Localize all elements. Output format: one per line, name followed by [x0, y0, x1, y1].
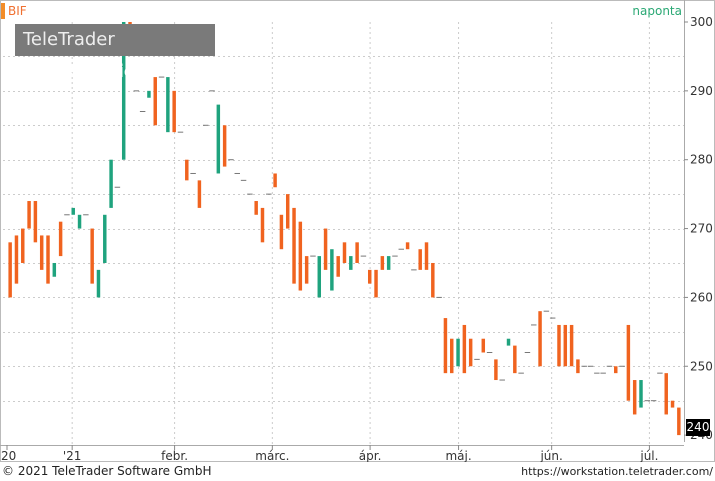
candle-down	[285, 194, 290, 229]
x-tick-label: '20	[0, 449, 16, 462]
candle-up	[147, 90, 151, 98]
candle-down	[443, 318, 448, 374]
watermark-logo: TeleTrader WorkStation	[15, 24, 215, 82]
candle-down	[481, 338, 486, 353]
x-tick-label: ápr.	[359, 449, 382, 462]
x-tick-label: júl.	[639, 449, 658, 462]
candle-down	[569, 324, 574, 367]
candle-down	[298, 221, 303, 291]
candle-down	[450, 338, 454, 374]
y-tick-label: 300	[690, 15, 713, 29]
footer: © 2021 TeleTrader Software GmbH https://…	[0, 462, 715, 481]
candle-down	[468, 338, 473, 367]
candle-down	[632, 380, 637, 415]
candle-up	[216, 104, 221, 174]
candle-down	[614, 366, 618, 374]
candle-down	[27, 201, 31, 229]
candle-down	[367, 269, 372, 284]
candle-down	[33, 201, 38, 243]
candle-down	[431, 262, 435, 298]
candle-down	[323, 228, 328, 270]
candle-down	[336, 256, 340, 277]
candle-down	[513, 345, 517, 374]
candle-down	[279, 214, 284, 250]
interval-label[interactable]: naponta	[632, 4, 682, 18]
candle-up	[52, 262, 57, 277]
watermark-bold-text: WorkStation	[23, 61, 150, 82]
x-tick-label: márc.	[255, 449, 289, 462]
candle-down	[90, 228, 94, 284]
candle-up	[166, 77, 170, 133]
candle-up	[77, 214, 82, 229]
candle-down	[494, 359, 498, 381]
candle-down	[58, 221, 63, 257]
candle-down	[424, 242, 429, 270]
candle-down	[46, 235, 50, 284]
y-tick-label: 280	[690, 153, 713, 167]
last-price-label: 240	[686, 419, 710, 436]
candle-down	[304, 256, 309, 284]
candle-up	[96, 269, 101, 298]
candle-down	[8, 242, 12, 298]
candle-down	[380, 256, 385, 270]
candle-down	[626, 324, 631, 401]
x-tick-label: máj.	[445, 449, 471, 462]
candle-down	[197, 180, 202, 208]
watermark-light-text: TeleTrader	[23, 29, 115, 50]
candle-down	[538, 311, 542, 367]
candle-down	[260, 207, 265, 243]
source-url[interactable]: https://workstation.teletrader.com/	[521, 465, 713, 478]
candle-down	[273, 173, 277, 188]
y-tick-label: 250	[690, 359, 713, 373]
candle-down	[254, 201, 258, 215]
ticker-color-marker	[1, 3, 5, 19]
candle-down	[355, 242, 359, 263]
candle-up	[386, 256, 391, 270]
candle-up	[506, 338, 511, 346]
candles	[8, 22, 681, 436]
x-tick-label: jún.	[539, 449, 562, 462]
y-tick-label: 270	[690, 222, 713, 236]
candle-down	[462, 324, 467, 374]
candle-up	[71, 207, 75, 215]
candle-up	[121, 22, 126, 160]
candle-up	[456, 338, 460, 367]
candle-up	[639, 380, 643, 408]
y-tick-label: 260	[690, 290, 713, 304]
candle-down	[405, 242, 410, 250]
candle-down	[664, 373, 668, 415]
x-tick-label: '21	[63, 449, 82, 462]
candle-down	[39, 235, 44, 270]
copyright-text: © 2021 TeleTrader Software GmbH	[2, 464, 212, 478]
candle-down	[342, 242, 347, 263]
x-tick-label: febr.	[161, 449, 188, 462]
candle-down	[576, 359, 580, 374]
candle-up	[103, 214, 107, 263]
candle-down	[557, 324, 561, 367]
candle-down	[677, 407, 681, 436]
candle-down	[292, 207, 296, 284]
candle-down	[185, 159, 189, 181]
candle-down	[670, 400, 675, 408]
y-tick-label: 290	[690, 84, 713, 98]
candle-down	[418, 249, 422, 270]
ticker-label[interactable]: BIF	[8, 4, 27, 18]
candle-down	[172, 90, 176, 133]
candle-down	[153, 77, 157, 126]
candle-up	[317, 256, 322, 298]
candle-down	[563, 324, 568, 367]
candle-up	[109, 159, 113, 208]
grid	[0, 0, 715, 462]
candle-down	[14, 235, 19, 284]
candle-down	[222, 125, 227, 167]
candle-down	[374, 269, 378, 298]
candle-down	[21, 228, 25, 263]
candle-up	[330, 249, 334, 291]
candle-up	[349, 256, 353, 270]
